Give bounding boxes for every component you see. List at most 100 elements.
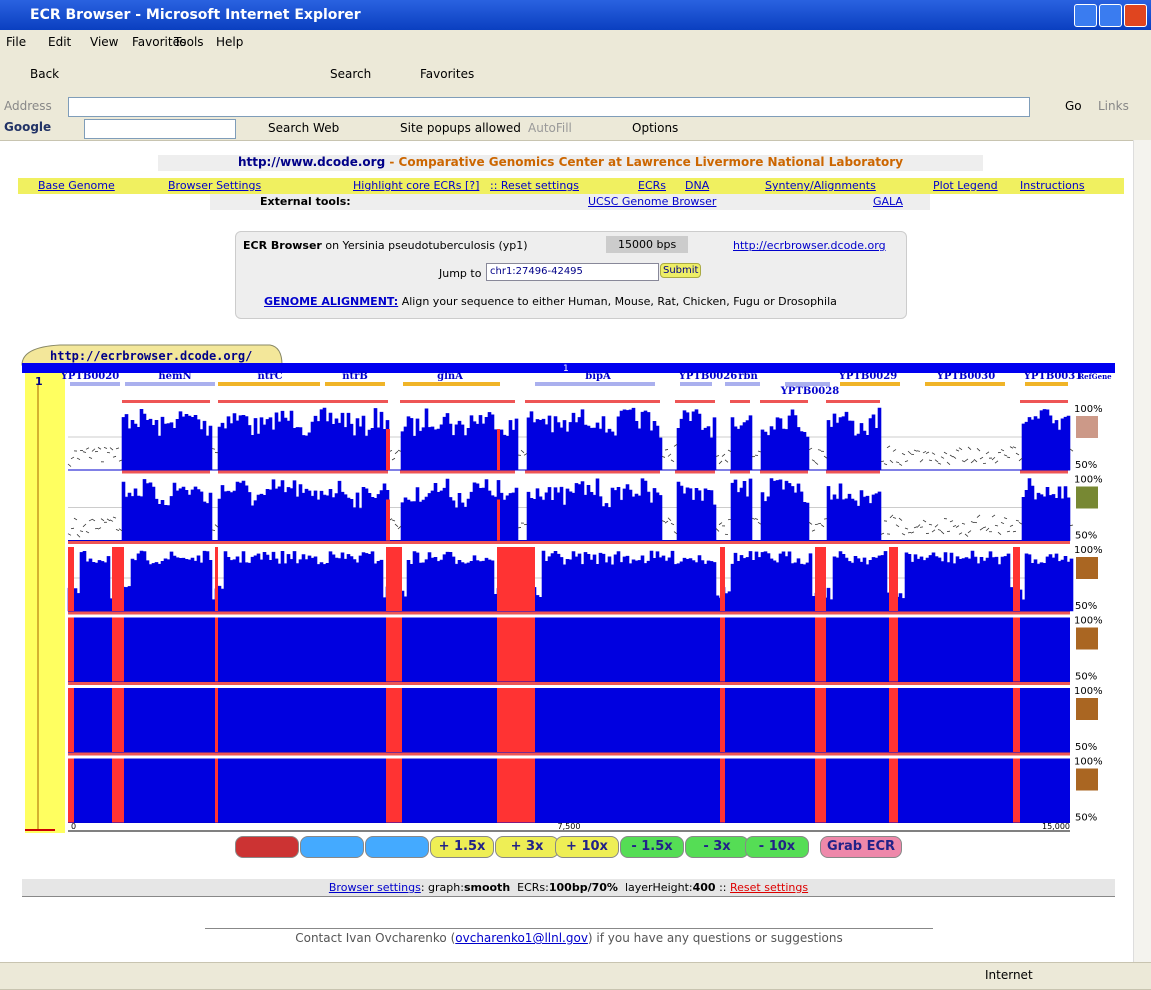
nav-link[interactable]: DNA	[685, 179, 709, 192]
ecr-mark	[760, 400, 808, 403]
nav-link[interactable]: Instructions	[1020, 179, 1085, 192]
scrollbar[interactable]	[1133, 140, 1151, 962]
nav-button[interactable]	[300, 836, 364, 858]
status-zone: Internet	[985, 968, 1033, 982]
nav-button[interactable]: - 10x	[745, 836, 809, 858]
ecr-red	[386, 618, 402, 682]
menu-item[interactable]: Help	[216, 35, 243, 49]
gene-bar	[535, 382, 655, 386]
menu-item[interactable]: File	[6, 35, 26, 49]
reset-link[interactable]: Reset settings	[730, 881, 808, 894]
go-button[interactable]: Go	[1065, 99, 1082, 113]
address-bar: Address Go Links	[0, 96, 1151, 119]
minimize[interactable]	[1074, 4, 1097, 27]
ecr-mark	[68, 753, 1070, 756]
species-thumbnail	[1076, 698, 1098, 720]
nav-button[interactable]	[365, 836, 429, 858]
gene-bar	[70, 382, 120, 386]
ecr-red	[497, 547, 535, 611]
nav-link[interactable]: Highlight core ECRs [?]	[353, 179, 479, 192]
autofill[interactable]: AutoFill	[528, 121, 572, 135]
side-label: 1	[35, 375, 43, 388]
maximize[interactable]	[1099, 4, 1122, 27]
options[interactable]: Options	[632, 121, 678, 135]
nav-link[interactable]: ECRs	[638, 179, 666, 192]
ecr-red	[1013, 759, 1020, 823]
close[interactable]	[1124, 4, 1147, 27]
ecr-red	[815, 688, 826, 752]
ecr-name: ECR Browser	[243, 239, 322, 252]
ucsc-link[interactable]: UCSC Genome Browser	[588, 195, 716, 208]
address-input[interactable]	[68, 97, 1030, 117]
site-header: http://www.dcode.org - Comparative Genom…	[158, 155, 983, 171]
ecr-mark	[1020, 400, 1068, 403]
ecr-mark	[400, 400, 515, 403]
favorites-button[interactable]: Favorites	[420, 67, 474, 81]
layer-value: 400	[693, 881, 716, 894]
row-number: 1	[563, 364, 569, 374]
ecr-red	[215, 547, 218, 611]
nav-link[interactable]: :: Reset settings	[490, 179, 579, 192]
popups[interactable]: Site popups allowed	[400, 121, 521, 135]
nav-link[interactable]: Base Genome	[38, 179, 115, 192]
google-input[interactable]	[84, 119, 236, 139]
conservation-area	[68, 551, 1073, 611]
ecrs-label: ECRs:	[517, 881, 549, 894]
gene-bar	[725, 382, 760, 386]
search-web[interactable]: Search Web	[268, 121, 339, 135]
nav-button[interactable]: - 1.5x	[620, 836, 684, 858]
alignment-link[interactable]: GENOME ALIGNMENT:	[264, 295, 398, 308]
ecr-mark	[826, 400, 880, 403]
ecr-red	[889, 618, 898, 682]
conservation-area	[68, 618, 1070, 682]
header-url[interactable]: http://www.dcode.org	[238, 155, 385, 169]
browser-settings-link[interactable]: Browser settings	[329, 881, 421, 894]
track-top-label: 100%	[1074, 757, 1103, 768]
menu-item[interactable]: View	[90, 35, 118, 49]
track-top-label: 100%	[1074, 475, 1103, 486]
ecr-red	[112, 688, 124, 752]
contact-prefix: Contact Ivan Ovcharenko (	[295, 931, 455, 945]
address-label: Address	[4, 99, 52, 113]
status-bar: Internet	[0, 962, 1151, 990]
back-button[interactable]: Back	[30, 67, 59, 81]
menu-item[interactable]: Edit	[48, 35, 71, 49]
google-logo[interactable]: Google	[4, 120, 51, 134]
nav-button[interactable]: + 10x	[555, 836, 619, 858]
track-bottom-label: 50%	[1075, 601, 1097, 612]
settings-footer: Browser settings: graph:smooth ECRs:100b…	[22, 879, 1115, 897]
nav-button[interactable]	[235, 836, 299, 858]
ecr-red	[720, 547, 725, 611]
gene-label: YPTB0020	[60, 371, 119, 382]
ecr-red	[386, 759, 402, 823]
links-label[interactable]: Links	[1098, 99, 1129, 113]
gene-bar	[403, 382, 500, 386]
submit-button[interactable]: Submit	[660, 263, 701, 278]
track-bottom-label: 50%	[1075, 460, 1097, 471]
nav-link[interactable]: Plot Legend	[933, 179, 998, 192]
gala-link[interactable]: GALA	[873, 195, 903, 208]
nav-button[interactable]: + 3x	[495, 836, 559, 858]
nav-button[interactable]: - 3x	[685, 836, 749, 858]
gene-label: YPTB0031	[1023, 371, 1082, 382]
search-button[interactable]: Search	[330, 67, 371, 81]
gene-label: hemN	[158, 371, 191, 382]
jump-input[interactable]: chr1:27496-42495	[486, 263, 659, 281]
species-thumbnail	[1076, 416, 1098, 438]
ecr-mark	[68, 682, 1070, 685]
nav-button[interactable]: + 1.5x	[430, 836, 494, 858]
nav-link[interactable]: Browser Settings	[168, 179, 261, 192]
ecr-mark	[400, 471, 515, 474]
contact-email[interactable]: ovcharenko1@llnl.gov	[455, 931, 588, 945]
ecr-url[interactable]: http://ecrbrowser.dcode.org	[733, 239, 886, 252]
footer-sep: ::	[719, 881, 726, 894]
title-bar: ECR Browser - Microsoft Internet Explore…	[0, 0, 1151, 30]
ecr-red	[720, 618, 725, 682]
nav-link[interactable]: Synteny/Alignments	[765, 179, 876, 192]
ecr-red	[386, 429, 390, 470]
nav-button[interactable]: Grab ECR	[820, 836, 902, 858]
gene-bar	[325, 382, 385, 386]
ecr-mark	[218, 471, 388, 474]
ecr-red	[215, 759, 218, 823]
menu-item[interactable]: Tools	[174, 35, 204, 49]
